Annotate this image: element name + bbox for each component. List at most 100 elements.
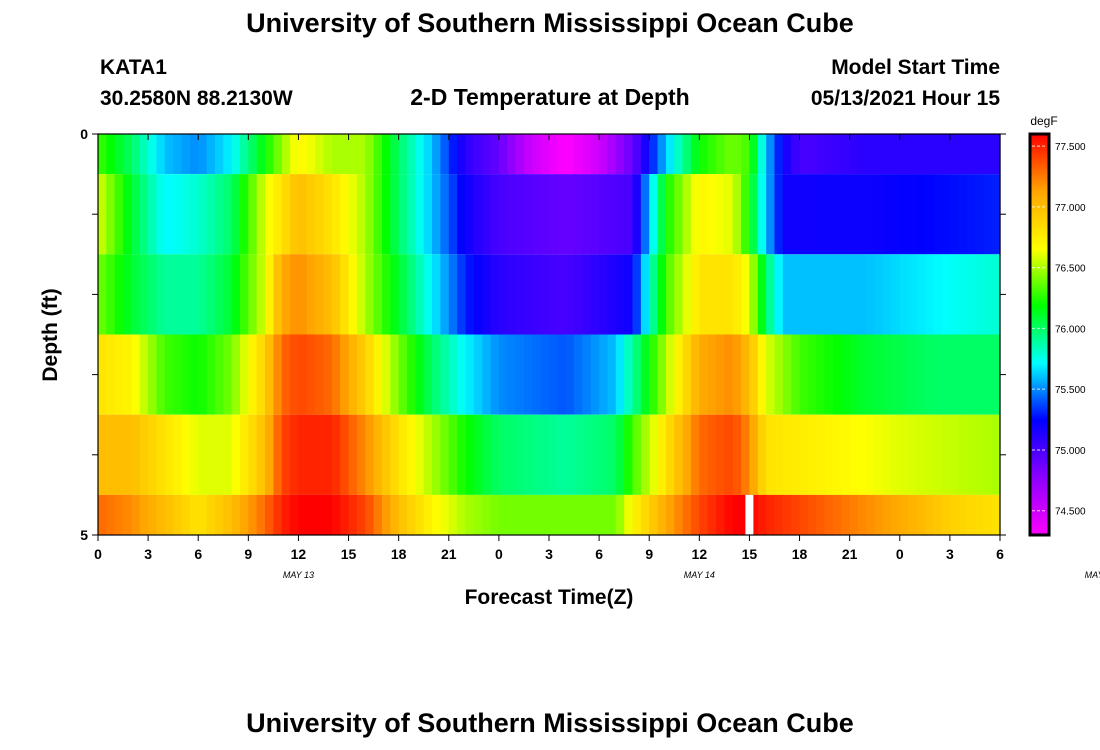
heatmap-cell xyxy=(674,334,684,415)
heatmap-cell xyxy=(223,134,233,175)
heatmap-cell xyxy=(657,134,667,175)
heatmap-cell xyxy=(131,334,141,415)
heatmap-cell xyxy=(665,334,675,415)
heatmap-cell xyxy=(916,494,926,535)
heatmap-cell xyxy=(281,134,291,175)
heatmap-cell xyxy=(674,174,684,255)
heatmap-cell xyxy=(866,414,876,495)
heatmap-cell xyxy=(916,414,926,495)
heatmap-cell xyxy=(448,134,458,175)
heatmap-cell xyxy=(265,134,274,175)
heatmap-cell xyxy=(457,334,467,415)
heatmap-cell xyxy=(966,414,976,495)
station-id: KATA1 xyxy=(100,56,167,79)
heatmap-cell xyxy=(924,174,934,255)
heatmap-cell xyxy=(490,414,500,495)
heatmap-cell xyxy=(540,494,550,535)
heatmap-cell xyxy=(933,494,943,535)
heatmap-cell xyxy=(974,414,984,495)
heatmap-cell xyxy=(832,494,842,535)
heatmap-cell xyxy=(624,134,634,175)
heatmap-cell xyxy=(448,414,458,495)
heatmap-cell xyxy=(807,414,817,495)
heatmap-cell xyxy=(807,254,817,335)
heatmap-cell xyxy=(974,174,984,255)
heatmap-cell xyxy=(624,414,634,495)
heatmap-cell xyxy=(883,494,893,535)
heatmap-cell xyxy=(590,174,600,255)
heatmap-cell xyxy=(958,134,968,175)
heatmap-cell xyxy=(340,134,350,175)
heatmap-cell xyxy=(432,414,442,495)
heatmap-cell xyxy=(173,414,183,495)
x-tick-label: 3 xyxy=(144,546,152,562)
heatmap-cell xyxy=(816,134,826,175)
heatmap-cell xyxy=(189,414,199,495)
heatmap-cell xyxy=(365,174,375,255)
heatmap-cell xyxy=(515,174,525,255)
heatmap-cell xyxy=(858,134,867,175)
heatmap-cell xyxy=(523,134,533,175)
heatmap-cell xyxy=(849,174,859,255)
heatmap-cell xyxy=(323,174,333,255)
heatmap-cell xyxy=(148,494,158,535)
heatmap-cell xyxy=(941,414,951,495)
heatmap-cell xyxy=(916,174,926,255)
heatmap-cell xyxy=(549,254,558,335)
heatmap-cell xyxy=(432,254,442,335)
heatmap-cell xyxy=(490,494,500,535)
heatmap-cell xyxy=(131,134,141,175)
heatmap-cell xyxy=(239,254,249,335)
heatmap-cell xyxy=(949,134,959,175)
heatmap-cell xyxy=(181,134,191,175)
heatmap-cell xyxy=(599,494,609,535)
heatmap-cell xyxy=(908,494,918,535)
heatmap-cell xyxy=(390,174,400,255)
x-tick-label: 18 xyxy=(391,546,407,562)
heatmap-cell xyxy=(782,334,792,415)
heatmap-cell xyxy=(365,414,375,495)
heatmap-cell xyxy=(290,134,300,175)
heatmap-cell xyxy=(156,494,166,535)
heatmap-cell xyxy=(423,134,433,175)
heatmap-cell xyxy=(690,414,700,495)
heatmap-cell xyxy=(707,414,717,495)
heatmap-cell xyxy=(682,414,692,495)
heatmap-cell xyxy=(849,134,859,175)
heatmap-cell xyxy=(181,254,191,335)
heatmap-cell xyxy=(123,494,133,535)
heatmap-cell xyxy=(315,494,325,535)
heatmap-cell xyxy=(173,334,183,415)
heatmap-cell xyxy=(356,414,366,495)
heatmap-cell xyxy=(214,334,224,415)
heatmap-cell xyxy=(540,134,550,175)
heatmap-cell xyxy=(231,414,241,495)
heatmap-cell xyxy=(874,334,884,415)
heatmap-cell xyxy=(565,134,575,175)
heatmap-cell xyxy=(657,334,667,415)
heatmap-cell xyxy=(732,414,742,495)
heatmap-cell xyxy=(599,254,609,335)
heatmap-cell xyxy=(899,174,909,255)
heatmap-cell xyxy=(933,414,943,495)
heatmap-cell xyxy=(732,494,742,535)
heatmap-cell xyxy=(657,494,667,535)
heatmap-cell xyxy=(883,254,893,335)
heatmap-cell xyxy=(899,414,909,495)
y-axis-title: Depth (ft) xyxy=(39,288,62,381)
heatmap-cell xyxy=(590,254,600,335)
heatmap-cell xyxy=(415,494,425,535)
heatmap-cell xyxy=(883,134,893,175)
heatmap-cell xyxy=(933,174,943,255)
heatmap-cell xyxy=(298,254,308,335)
heatmap-cell xyxy=(941,334,951,415)
heatmap-cell xyxy=(139,254,149,335)
colorbar-tick-label: 77.000 xyxy=(1055,203,1086,214)
heatmap-cell xyxy=(164,254,174,335)
heatmap-cell xyxy=(381,494,391,535)
heatmap-cell xyxy=(640,254,650,335)
heatmap-cell xyxy=(782,174,792,255)
heatmap-cell xyxy=(866,334,876,415)
heatmap-cell xyxy=(732,254,742,335)
heatmap-cell xyxy=(173,254,183,335)
